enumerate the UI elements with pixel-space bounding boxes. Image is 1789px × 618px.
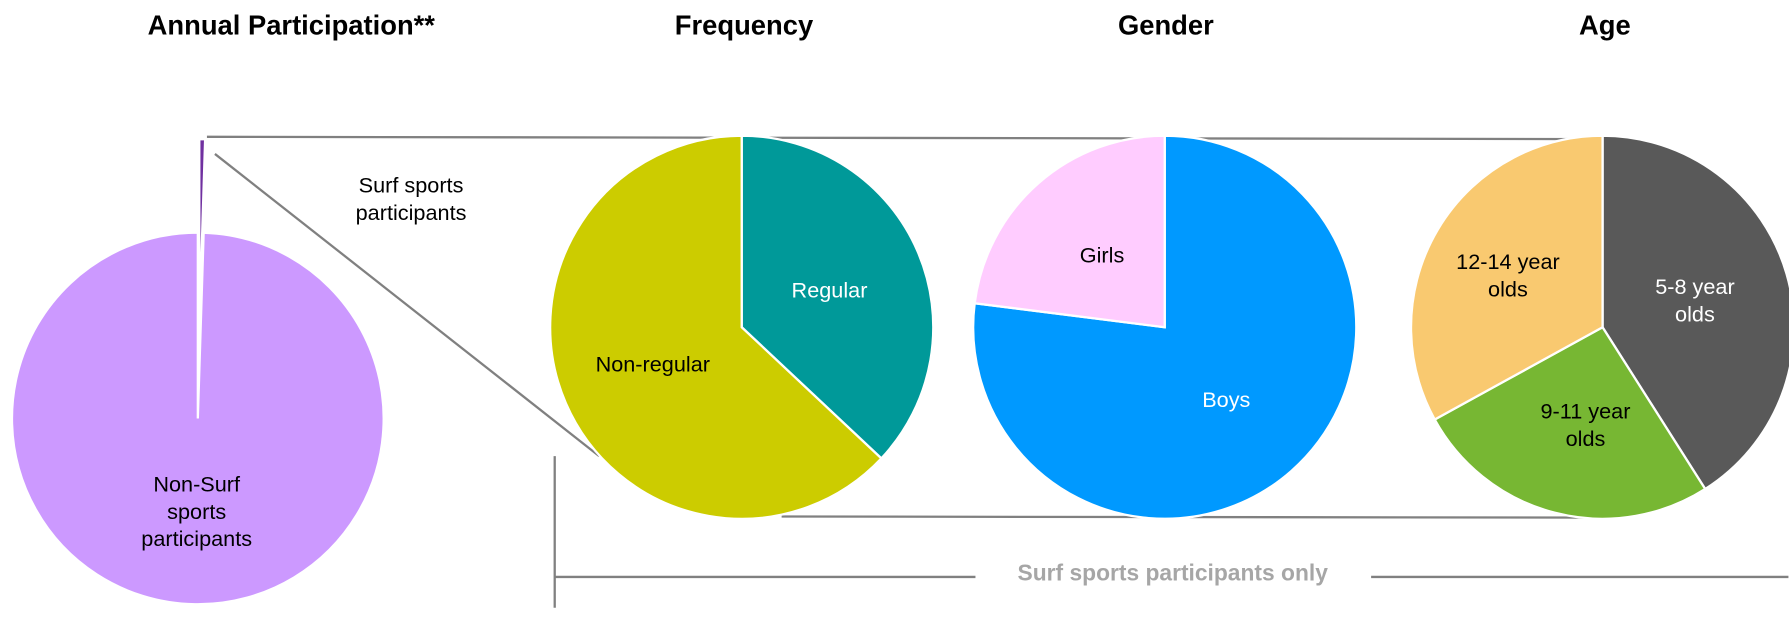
- connector-line: [214, 153, 600, 457]
- slice-label-text: Non-Surf sports participants: [141, 473, 253, 552]
- slice-label-text: 12-14 year olds: [1456, 250, 1560, 303]
- slice-label-text: Non-regular: [595, 353, 710, 378]
- slice-label-text: 5-8 year olds: [1655, 275, 1735, 328]
- slice-label: Regular: [791, 279, 868, 304]
- slice-label-text: Girls: [1079, 244, 1125, 268]
- slice-label-text: Boys: [1202, 388, 1251, 413]
- pie-slice: [549, 134, 883, 520]
- slice-label: 9-11 year olds: [1540, 400, 1631, 452]
- pie-slice: [198, 137, 207, 326]
- slice-label: Girls: [1079, 244, 1125, 268]
- slice-label-text: 9-11 year olds: [1540, 400, 1631, 452]
- chart-title: Annual Participation**: [148, 10, 436, 41]
- slice-label: Surf sports participants: [355, 174, 467, 226]
- pie-slice: [1409, 134, 1604, 422]
- slice-label: 12-14 year olds: [1456, 250, 1560, 303]
- slice-label: Boys: [1202, 388, 1251, 413]
- slice-label: 5-8 year olds: [1655, 275, 1735, 328]
- pie-slice: [972, 134, 1358, 520]
- chart-title: Age: [1579, 10, 1631, 41]
- chart-title: Gender: [1118, 10, 1214, 41]
- slice-label-text: Regular: [791, 279, 868, 304]
- annotation: Surf sports participants only: [1018, 560, 1329, 586]
- slice-label-text: Surf sports participants: [355, 174, 467, 226]
- pie-slice: [1433, 325, 1707, 520]
- pie-slice: [973, 134, 1166, 329]
- pie-slice: [10, 231, 385, 606]
- slice-label: Non-regular: [595, 353, 710, 378]
- slice-label: Non-Surf sports participants: [141, 473, 253, 552]
- chart-title: Frequency: [675, 10, 814, 41]
- pie-slice: [740, 134, 935, 460]
- connector-line: [206, 135, 1603, 141]
